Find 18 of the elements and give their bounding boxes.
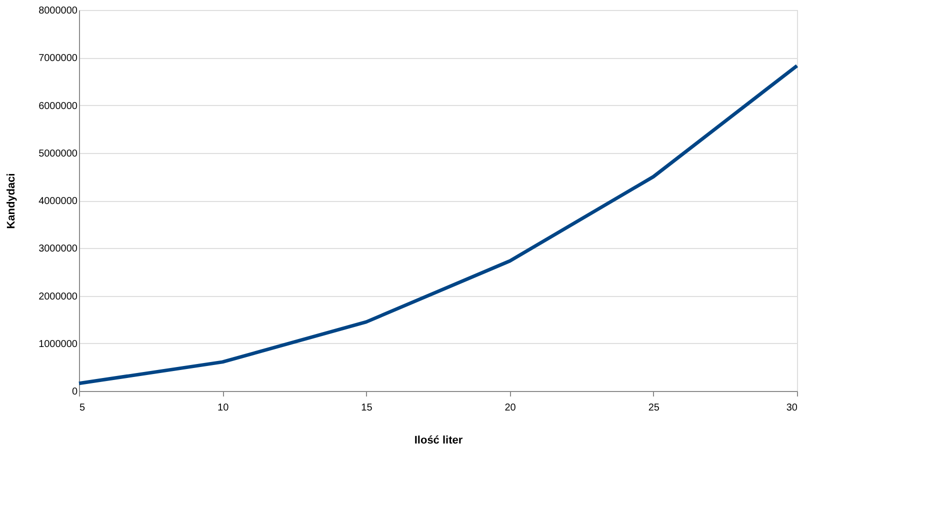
y-tick-label: 7000000 [38,53,78,64]
y-axis-title: Kandydaci [6,173,18,229]
y-tick-label: 3000000 [38,244,78,255]
line-series [77,64,799,386]
y-tick-label: 5000000 [38,148,78,160]
x-tick-label: 25 [648,402,660,414]
x-tick-label: 5 [80,402,86,414]
y-tick-label: 6000000 [38,100,78,112]
x-tick-label: 10 [218,402,230,414]
y-tick-label: 8000000 [38,6,78,16]
x-tick-label: 20 [504,402,516,414]
x-tick-label: 30 [786,402,798,414]
y-tick-label: 2000000 [38,291,78,302]
x-tick-label: 15 [361,402,373,414]
y-tick-label: 4000000 [38,196,78,207]
y-tick-label: 0 [72,386,78,398]
x-axis-title: Ilość liter [414,434,464,446]
y-tick-label: 1000000 [38,338,78,350]
